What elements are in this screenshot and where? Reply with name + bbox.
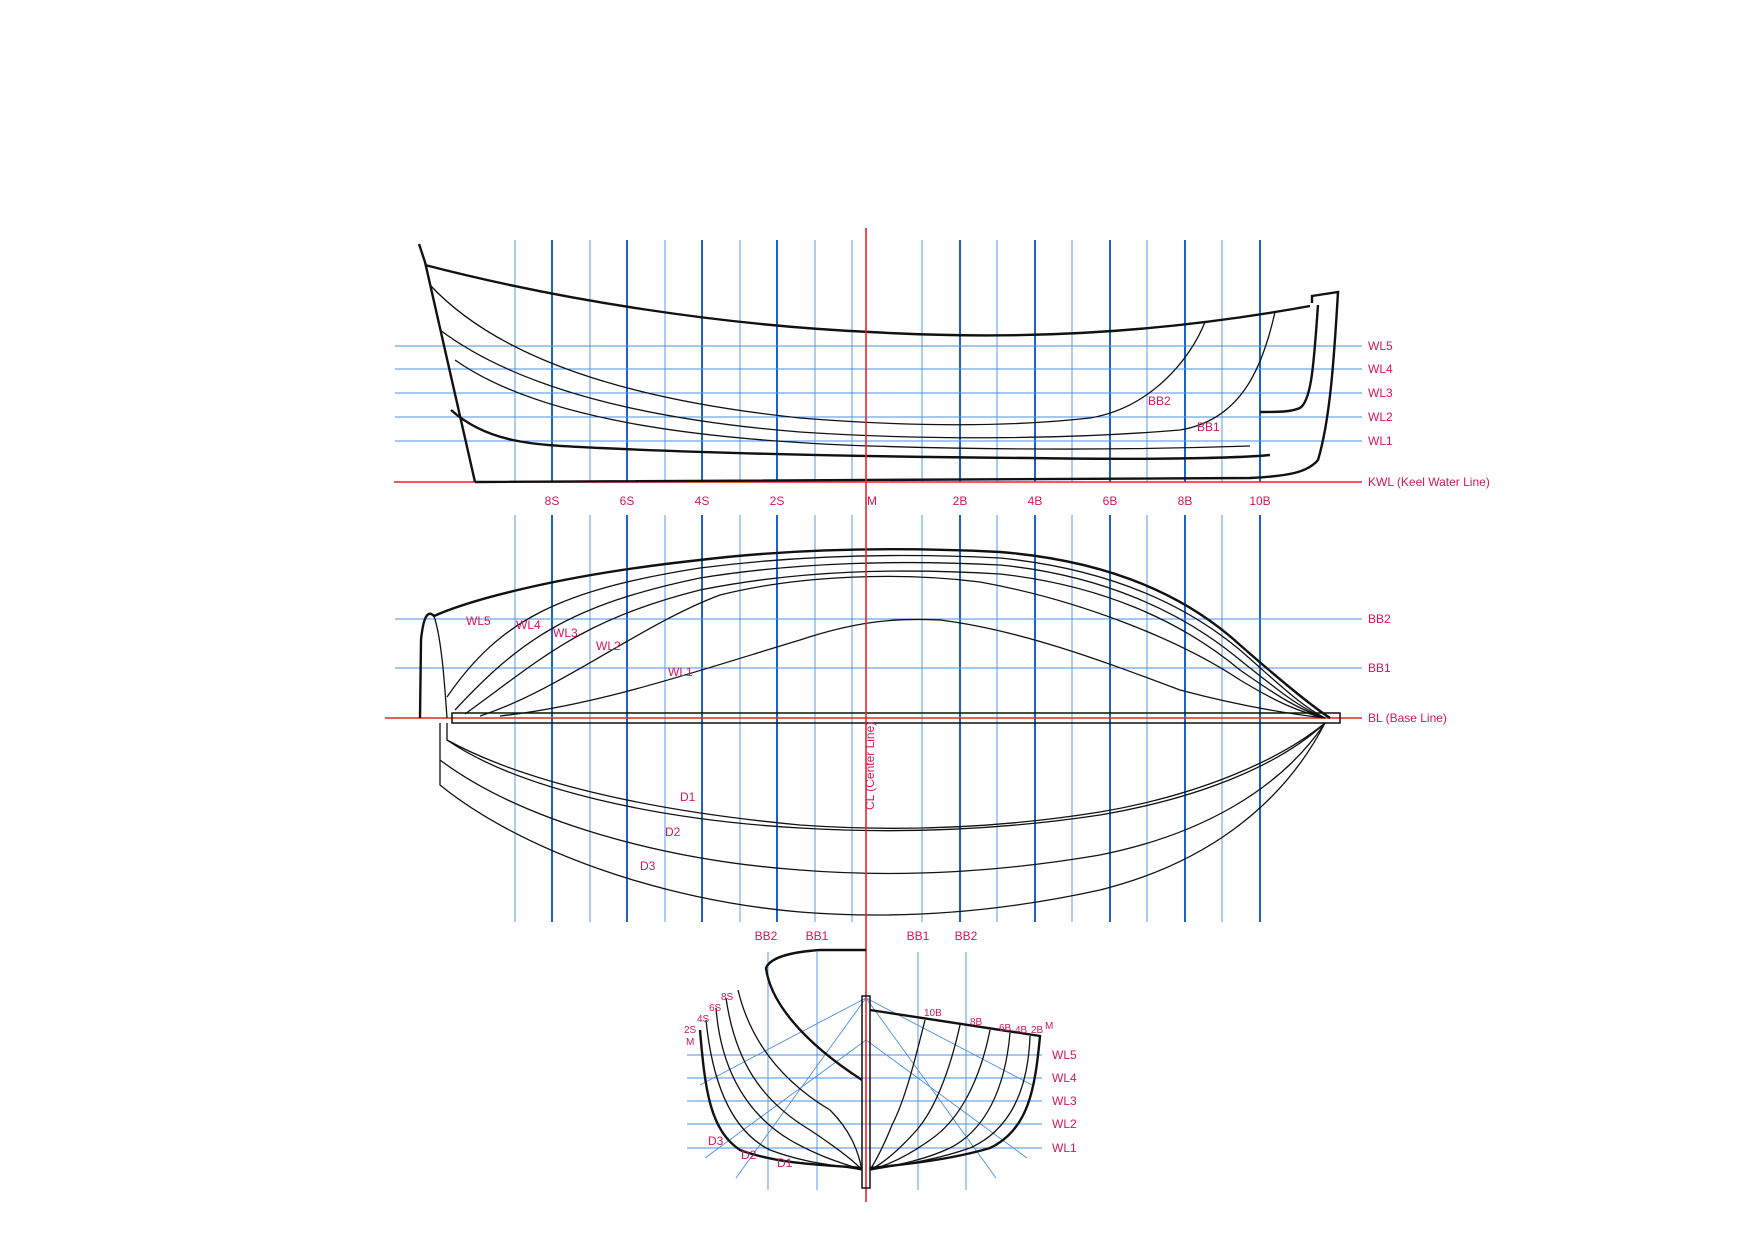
plan-d3-label: D3: [640, 859, 656, 873]
body-4s-label: 4S: [697, 1014, 710, 1025]
plan-diagonals: [439, 722, 1326, 916]
body-m-bow-label: M: [1045, 1021, 1053, 1032]
body-6b-label: 6B: [999, 1023, 1012, 1034]
buttock-bb2: [429, 284, 1206, 426]
plan-wl5-label: WL5: [466, 614, 491, 628]
body-wl3-label: WL3: [1052, 1094, 1077, 1108]
station-8s-label: 8S: [545, 494, 560, 508]
plan-buttock-grid: [395, 618, 1362, 669]
wl1-label: WL1: [1368, 434, 1393, 448]
body-wl4-label: WL4: [1052, 1071, 1077, 1085]
plan-d1: [446, 722, 1326, 832]
station-grid: [514, 240, 1261, 922]
body-wl5-label: WL5: [1052, 1048, 1077, 1062]
plan-wl1: [499, 618, 1326, 719]
body-d2-label: D2: [741, 1148, 757, 1162]
plan-bb2-label: BB2: [1368, 612, 1391, 626]
plan-wl1-label: WL1: [668, 665, 693, 679]
body-plan-labels: BB2 BB1 BB1 BB2 8S 6S 4S 2S M 10B 8B 6B …: [684, 929, 1077, 1170]
plan-wl4: [454, 561, 1326, 719]
station-2s-label: 2S: [770, 494, 785, 508]
body-2b-label: 2B: [1031, 1025, 1044, 1036]
body-8s-label: 8S: [721, 992, 734, 1003]
body-wl1-label: WL1: [1052, 1141, 1077, 1155]
body-bb2-left-label: BB2: [755, 929, 778, 943]
body-d1-label: D1: [777, 1156, 793, 1170]
base-line-label: BL (Base Line): [1368, 711, 1447, 725]
body-m-stern-label: M: [686, 1037, 694, 1048]
body-wl2-label: WL2: [1052, 1117, 1077, 1131]
plan-bb1-label: BB1: [1368, 661, 1391, 675]
station-4s-label: 4S: [695, 494, 710, 508]
body-bb2-right-label: BB2: [955, 929, 978, 943]
profile-waterline-labels: WL5 WL4 WL3 WL2 WL1 KWL (Keel Water Line…: [1148, 339, 1490, 489]
plan-wl2: [479, 575, 1326, 719]
station-6s-label: 6S: [620, 494, 635, 508]
plan-d2-label: D2: [665, 825, 681, 839]
body-4b-label: 4B: [1015, 1025, 1028, 1036]
plan-wl3-label: WL3: [553, 626, 578, 640]
station-4b-label: 4B: [1028, 494, 1043, 508]
plan-wl3: [464, 570, 1326, 719]
buttock-bb1: [439, 311, 1276, 439]
wl3-label: WL3: [1368, 386, 1393, 400]
plan-labels: BB2 BB1 BL (Base Line) WL5 WL4 WL3 WL2 W…: [466, 612, 1447, 873]
station-6b-label: 6B: [1103, 494, 1118, 508]
body-plan-grid: [687, 952, 1042, 1190]
body-10b-label: 10B: [924, 1008, 942, 1019]
plan-d1-label: D1: [680, 790, 696, 804]
station-8b-label: 8B: [1178, 494, 1193, 508]
keel-water-line-label: KWL (Keel Water Line): [1368, 475, 1490, 489]
body-2s-label: 2S: [684, 1025, 697, 1036]
plan-wl2-label: WL2: [596, 639, 621, 653]
station-10b-label: 10B: [1249, 494, 1270, 508]
body-plan-hull: [698, 948, 1042, 1189]
profile-waterline-grid: [395, 345, 1362, 442]
plan-wl4-label: WL4: [516, 618, 541, 632]
body-6s-label: 6S: [709, 1003, 722, 1014]
body-d3-label: D3: [708, 1134, 724, 1148]
station-m-label: M: [867, 494, 877, 508]
wl5-label: WL5: [1368, 339, 1393, 353]
center-line-label: CL (Center Line): [863, 722, 877, 810]
wl2-label: WL2: [1368, 410, 1393, 424]
profile-bb1-label: BB1: [1197, 420, 1220, 434]
plan-wl5: [446, 554, 1326, 719]
station-labels: 8S 6S 4S 2S M 2B 4B 6B 8B 10B: [545, 494, 1271, 508]
station-2b-label: 2B: [953, 494, 968, 508]
plan-d3: [439, 722, 1326, 916]
plan-d2: [439, 722, 1326, 875]
keel-strip: [451, 712, 1341, 724]
profile-hull: [417, 243, 1340, 484]
profile-bb2-label: BB2: [1148, 394, 1171, 408]
wl4-label: WL4: [1368, 362, 1393, 376]
body-8b-label: 8B: [970, 1017, 983, 1028]
profile-station-lines: [514, 240, 1261, 482]
body-bb1-right-label: BB1: [907, 929, 930, 943]
body-bb1-left-label: BB1: [806, 929, 829, 943]
